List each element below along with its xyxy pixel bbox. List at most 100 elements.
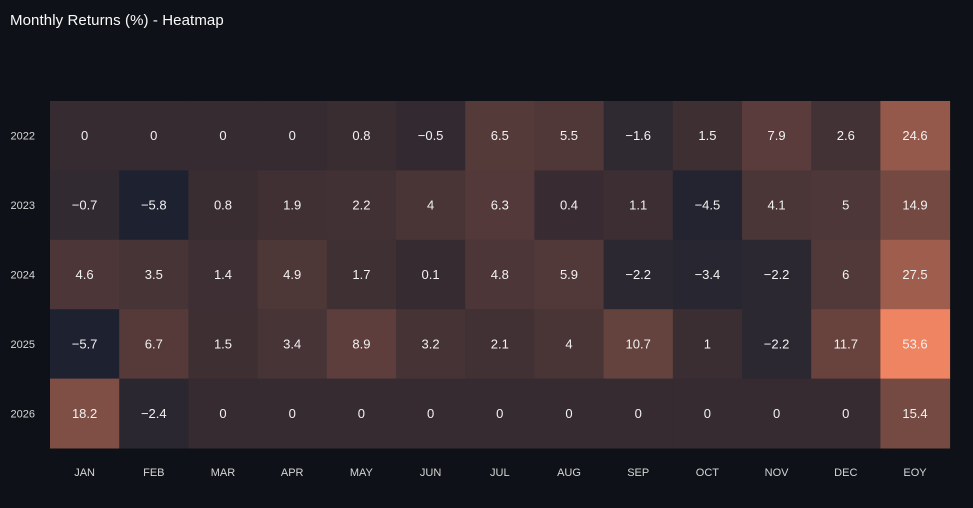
- heatmap-cell: [880, 378, 951, 449]
- cell-value-label: 6.7: [145, 336, 163, 351]
- heatmap-cell: [672, 101, 743, 171]
- cell-value-label: 3.4: [283, 336, 301, 351]
- x-tick-label: MAR: [211, 467, 236, 479]
- heatmap-cell: [534, 309, 605, 380]
- heatmap-cell: [119, 239, 189, 310]
- cell-value-label: 14.9: [902, 198, 927, 213]
- heatmap-cell: [257, 378, 328, 449]
- cell-value-label: 4.6: [76, 267, 94, 282]
- cell-value-label: 0.4: [560, 198, 578, 213]
- heatmap-cell: [257, 309, 328, 380]
- heatmap-cell: [811, 378, 881, 449]
- cell-value-label: 4.9: [283, 267, 301, 282]
- x-tick-label: MAY: [350, 467, 374, 479]
- x-tick-label: JAN: [74, 467, 95, 479]
- cell-value-label: 0: [565, 406, 572, 421]
- cell-value-label: 5.5: [560, 128, 578, 143]
- cell-value-label: 4: [427, 198, 434, 213]
- cell-value-label: 0: [496, 406, 503, 421]
- heatmap-cell: [534, 170, 605, 241]
- cell-value-label: 0.8: [214, 198, 232, 213]
- heatmap-cell: [396, 170, 466, 241]
- cell-value-label: 3.5: [145, 267, 163, 282]
- heatmap-cell: [811, 170, 881, 241]
- heatmap-cell: [257, 239, 328, 310]
- heatmap-cell: [880, 309, 951, 380]
- heatmap-cell: [742, 309, 812, 380]
- heatmap-cell: [50, 239, 120, 310]
- heatmap-cell: [188, 378, 259, 449]
- y-tick-label: 2022: [11, 131, 35, 143]
- cell-value-label: −5.7: [72, 336, 98, 351]
- cell-value-label: 24.6: [902, 128, 927, 143]
- x-tick-label: DEC: [834, 467, 857, 479]
- cell-value-label: 0: [289, 128, 296, 143]
- cell-value-label: 0: [427, 406, 434, 421]
- x-tick-label: NOV: [765, 467, 790, 479]
- heatmap-cell: [257, 101, 328, 171]
- cell-value-label: 0: [219, 128, 226, 143]
- heatmap-cell: [50, 378, 120, 449]
- heatmap-cell: [672, 309, 743, 380]
- cell-value-label: 0: [150, 128, 157, 143]
- cell-value-label: 1.1: [629, 198, 647, 213]
- cell-value-label: 11.7: [834, 336, 858, 351]
- y-tick-label: 2024: [11, 270, 35, 282]
- cell-value-label: 18.2: [72, 406, 97, 421]
- heatmap-cell: [672, 239, 743, 310]
- cell-value-label: 1.5: [698, 128, 716, 143]
- heatmap-cell: [603, 239, 674, 310]
- heatmap-cell: [811, 239, 881, 310]
- heatmap-cell: [326, 378, 397, 449]
- cell-value-label: 4: [565, 336, 572, 351]
- cell-value-label: −2.4: [141, 406, 167, 421]
- cell-value-label: 5.9: [560, 267, 578, 282]
- y-tick-label: 2025: [11, 339, 35, 351]
- heatmap-cell: [880, 170, 951, 241]
- cell-value-label: 6.3: [491, 198, 509, 213]
- heatmap-cell: [672, 170, 743, 241]
- cell-value-label: 6.5: [491, 128, 509, 143]
- cell-value-label: 7.9: [768, 128, 786, 143]
- heatmap-cell: [50, 309, 120, 380]
- heatmap-cell: [119, 309, 189, 380]
- heatmap-cell: [50, 170, 120, 241]
- heatmap-cell: [534, 378, 605, 449]
- cell-value-label: 2.2: [352, 198, 370, 213]
- heatmap-cell: [742, 239, 812, 310]
- cell-value-label: −0.7: [72, 198, 98, 213]
- heatmap-cell: [119, 170, 189, 241]
- heatmap-cell: [119, 101, 189, 171]
- cell-value-label: 0: [219, 406, 226, 421]
- x-tick-label: JUL: [490, 467, 510, 479]
- heatmap-cell: [742, 378, 812, 449]
- cell-value-label: 1.7: [352, 267, 370, 282]
- heatmap-cell: [465, 170, 535, 241]
- heatmap-cell: [396, 378, 466, 449]
- cell-value-label: −5.8: [141, 198, 167, 213]
- heatmap-cell: [465, 309, 535, 380]
- heatmap-cell: [188, 170, 259, 241]
- cell-value-label: 5: [842, 198, 849, 213]
- heatmap-cell: [811, 309, 881, 380]
- cell-value-label: 27.5: [902, 267, 927, 282]
- cell-value-label: −1.6: [625, 128, 651, 143]
- heatmap-cell: [465, 101, 535, 171]
- x-tick-label: AUG: [557, 467, 581, 479]
- heatmap-cell: [465, 378, 535, 449]
- cell-value-label: 0: [842, 406, 849, 421]
- cell-value-label: 1.4: [214, 267, 232, 282]
- cell-value-label: 1.5: [214, 336, 232, 351]
- cell-value-label: 0: [773, 406, 780, 421]
- cell-value-label: 1.9: [283, 198, 301, 213]
- cell-value-label: 53.6: [902, 336, 927, 351]
- x-tick-label: SEP: [627, 467, 649, 479]
- heatmap-cell: [534, 239, 605, 310]
- cell-value-label: 0.1: [422, 267, 440, 282]
- cell-value-label: 0: [704, 406, 711, 421]
- heatmap-cell: [188, 309, 259, 380]
- heatmap-cell: [396, 101, 466, 171]
- heatmap-cell: [326, 170, 397, 241]
- heatmap-cell: [603, 101, 674, 171]
